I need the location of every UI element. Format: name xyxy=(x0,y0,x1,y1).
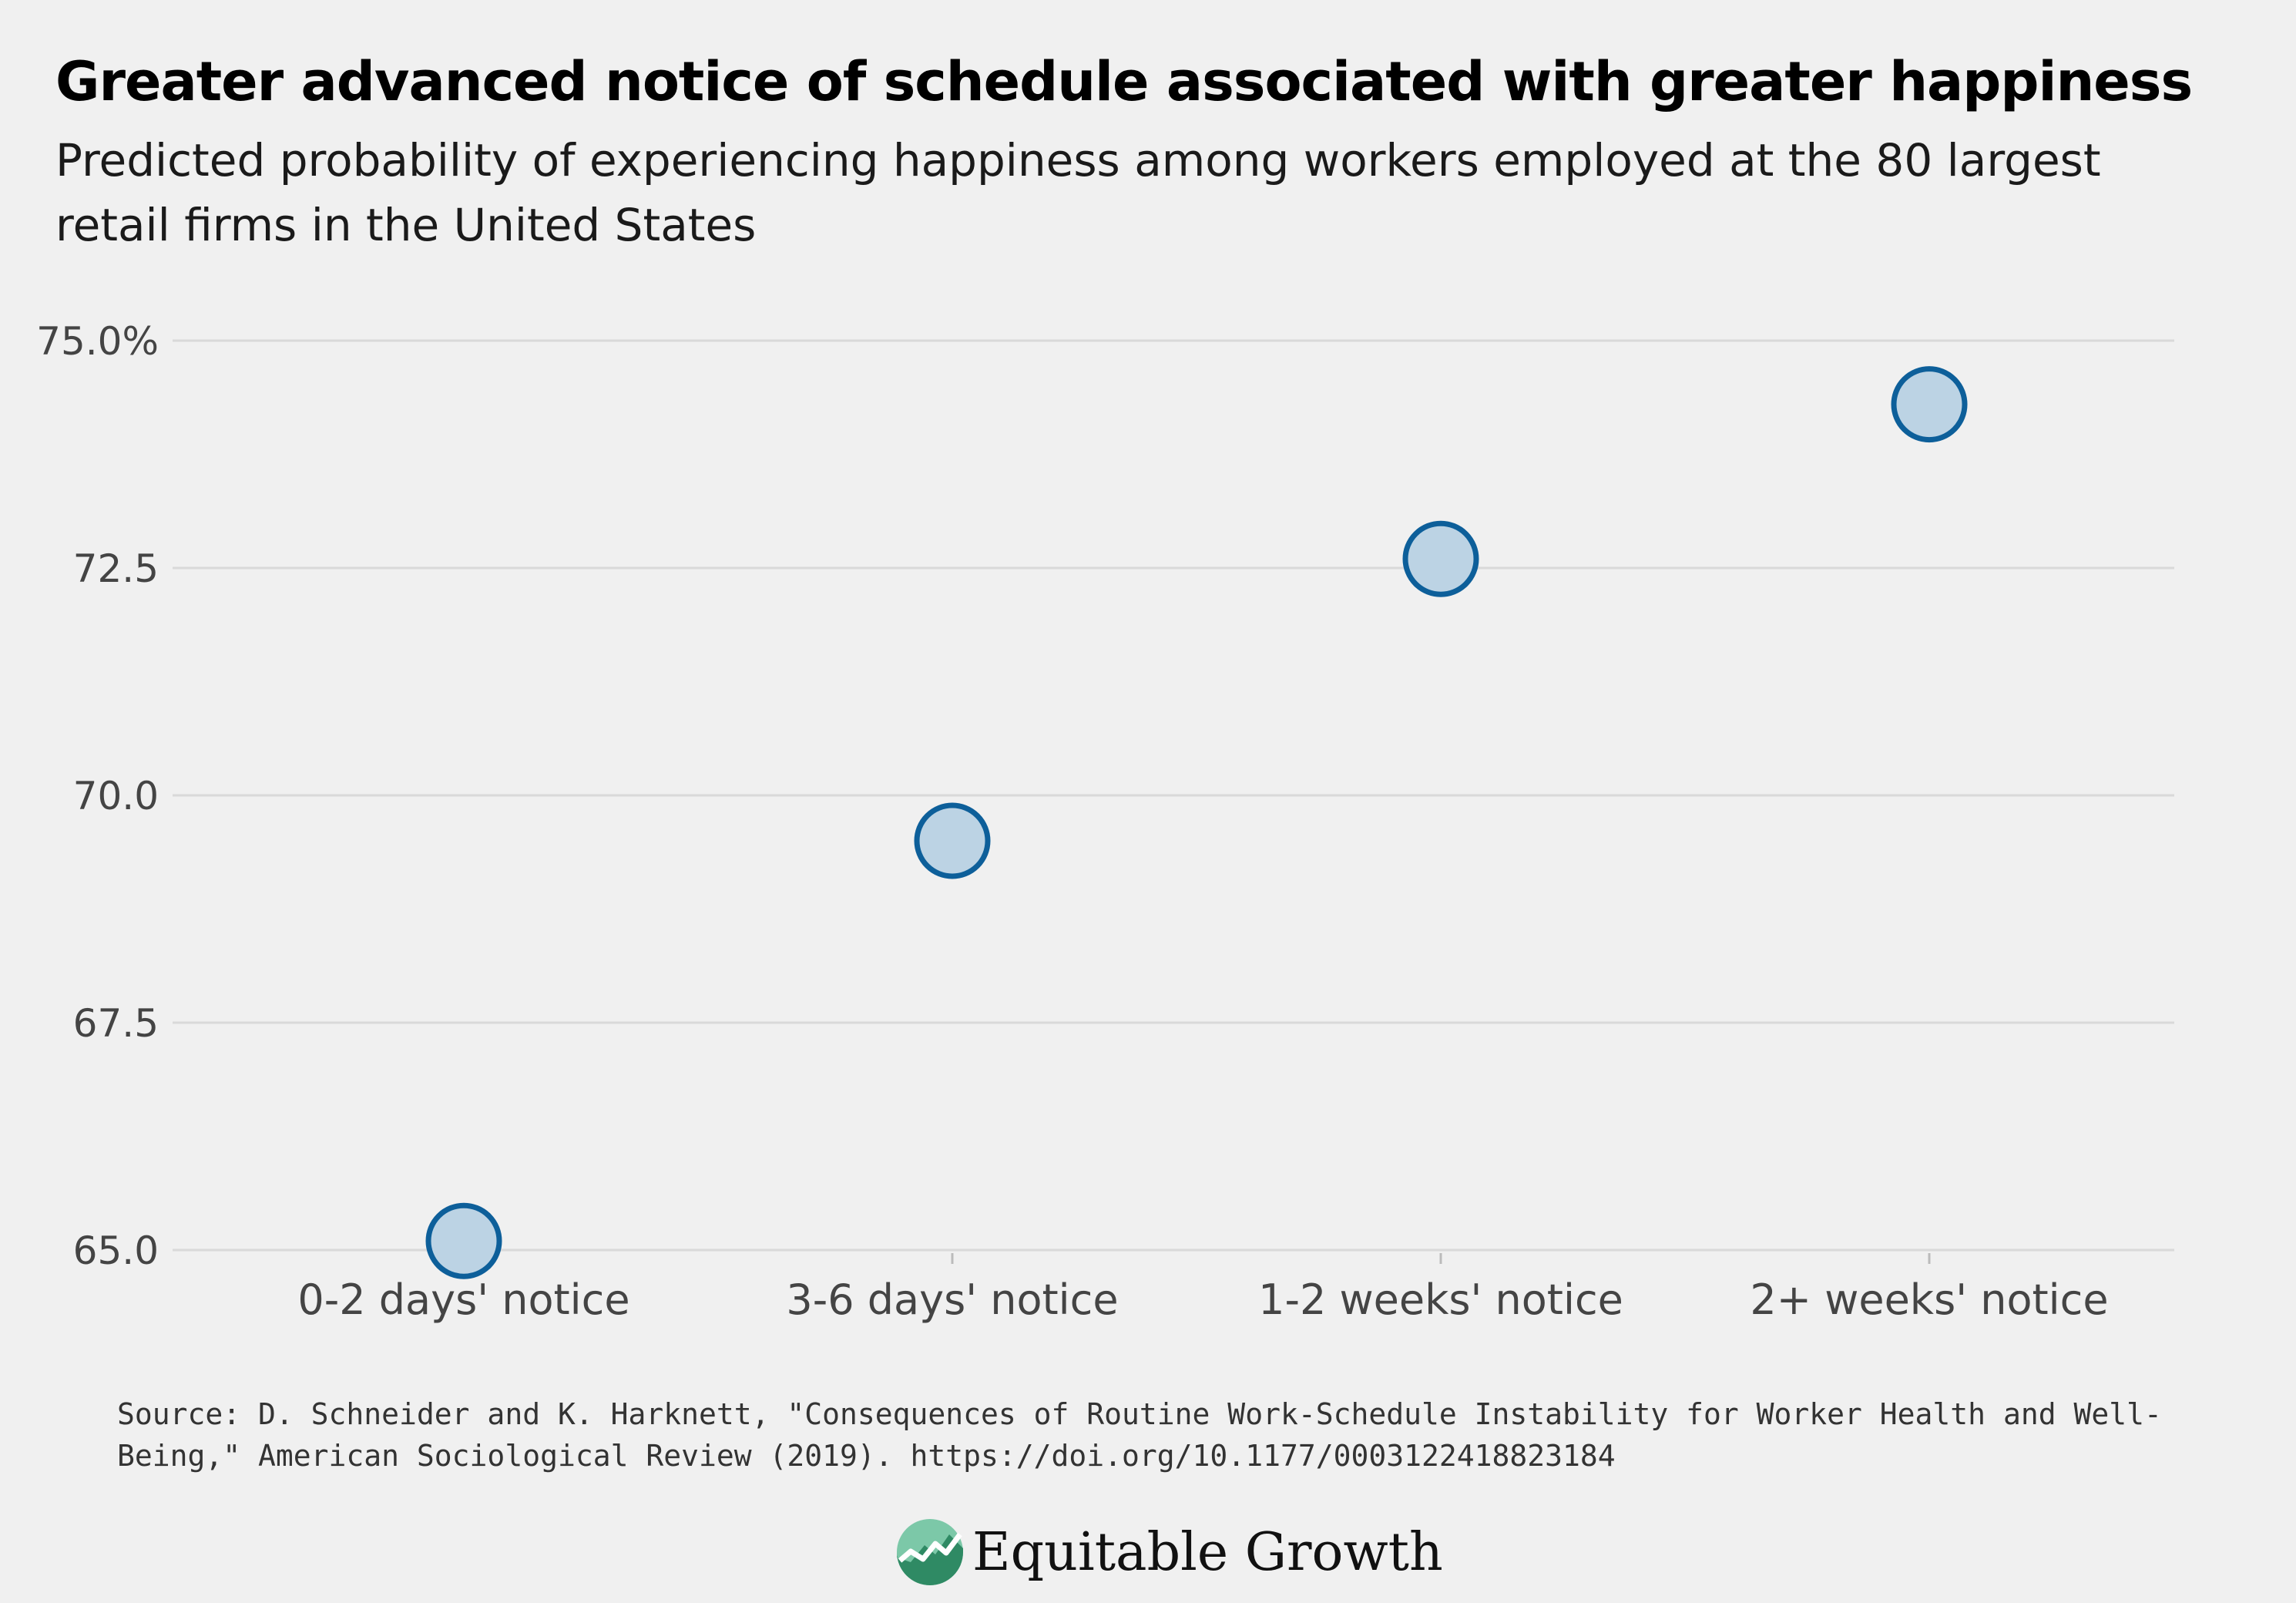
x-tick-label: 2+ weeks' notice xyxy=(1750,1275,2108,1324)
source-note: Source: D. Schneider and K. Harknett, "C… xyxy=(117,1397,2162,1473)
data-point xyxy=(1891,366,1968,443)
data-point xyxy=(1402,520,1479,597)
x-tick-label: 0-2 days' notice xyxy=(297,1275,629,1324)
chart-subtitle: Predicted probability of experiencing ha… xyxy=(55,134,2101,251)
data-point xyxy=(425,1202,502,1279)
y-tick-label: 65.0 xyxy=(73,1228,159,1273)
x-tick-label: 3-6 days' notice xyxy=(786,1275,1118,1324)
scatter-chart: 65.0 67.5 70.0 72.5 75.0% 0-2 days' notice 3-… xyxy=(36,319,2174,1324)
chart-title: Greater advanced notice of schedule asso… xyxy=(55,50,2193,113)
growth-chart-logo-icon xyxy=(897,1519,963,1585)
data-points xyxy=(425,366,1968,1279)
brand-name: Equitable Growth xyxy=(972,1521,1443,1583)
y-tick-label: 70.0 xyxy=(73,774,159,818)
y-tick-label: 67.5 xyxy=(73,1001,159,1046)
gridlines xyxy=(173,339,2174,1252)
y-tick-label: 75.0% xyxy=(36,319,159,364)
brand-footer: Equitable Growth xyxy=(895,1514,1443,1591)
y-axis-tick-labels: 65.0 67.5 70.0 72.5 75.0% xyxy=(36,319,159,1273)
x-axis-ticks: 0-2 days' notice 3-6 days' notice 1-2 week… xyxy=(297,1253,2109,1324)
data-point xyxy=(914,802,991,879)
x-tick-label: 1-2 weeks' notice xyxy=(1258,1275,1623,1324)
y-tick-label: 72.5 xyxy=(73,546,159,591)
